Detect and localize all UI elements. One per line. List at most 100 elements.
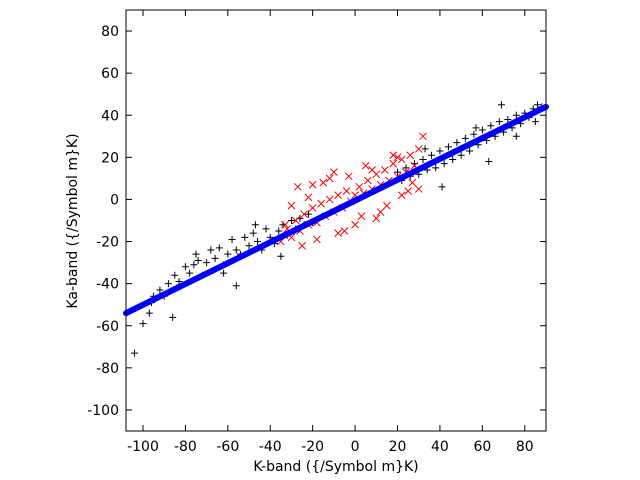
data-point-plus bbox=[228, 235, 236, 243]
data-point-plus bbox=[421, 145, 429, 153]
data-point-plus bbox=[466, 147, 474, 155]
data-point-plus bbox=[457, 151, 465, 159]
data-point-plus bbox=[470, 130, 478, 138]
data-point-cross bbox=[334, 229, 342, 237]
y-tick-label: 40 bbox=[101, 108, 119, 124]
data-point-plus bbox=[444, 143, 452, 151]
data-point-plus bbox=[394, 168, 402, 176]
data-point-plus bbox=[275, 227, 283, 235]
data-point-cross bbox=[397, 155, 406, 164]
data-point-cross bbox=[357, 212, 366, 221]
x-tick-label: -20 bbox=[301, 439, 324, 455]
x-tick-label: -40 bbox=[259, 439, 282, 455]
data-point-plus bbox=[495, 118, 503, 126]
y-axis-title: Ka-band ({/Symbol m}K) bbox=[65, 133, 81, 308]
y-tick-label: -100 bbox=[87, 403, 119, 419]
data-point-cross bbox=[317, 199, 326, 208]
y-tick-label: -40 bbox=[96, 277, 119, 293]
data-point-cross bbox=[330, 168, 338, 176]
data-point-plus bbox=[181, 263, 189, 271]
data-point-plus bbox=[487, 122, 495, 130]
data-point-cross bbox=[380, 166, 389, 174]
data-point-cross bbox=[389, 159, 398, 168]
data-point-plus bbox=[402, 164, 410, 172]
y-tick-label: -80 bbox=[96, 361, 119, 377]
data-point-plus bbox=[512, 111, 520, 119]
data-point-cross bbox=[361, 161, 370, 170]
x-tick-label: 20 bbox=[389, 439, 407, 455]
x-axis-title: K-band ({/Symbol m}K) bbox=[253, 459, 418, 475]
data-point-cross bbox=[342, 187, 351, 195]
y-tick-label: 80 bbox=[101, 24, 119, 40]
data-point-cross bbox=[319, 178, 328, 187]
data-point-plus bbox=[203, 259, 211, 267]
data-point-cross bbox=[397, 191, 406, 200]
plot-frame bbox=[125, 9, 547, 432]
data-point-plus bbox=[215, 244, 223, 252]
data-point-cross bbox=[404, 187, 412, 195]
data-point-plus bbox=[534, 101, 542, 109]
data-point-plus bbox=[432, 164, 440, 172]
x-tick-label: 0 bbox=[351, 439, 360, 455]
data-point-cross bbox=[419, 132, 427, 141]
data-point-plus bbox=[453, 139, 461, 147]
data-point-cross bbox=[298, 241, 306, 250]
data-point-cross bbox=[293, 182, 302, 191]
data-point-plus bbox=[186, 269, 194, 277]
data-point-cross bbox=[363, 176, 372, 185]
data-point-plus bbox=[438, 183, 446, 191]
data-point-plus bbox=[262, 225, 270, 233]
data-point-cross bbox=[291, 216, 300, 225]
marks-layer bbox=[123, 101, 549, 357]
x-tick-label: 60 bbox=[473, 439, 491, 455]
data-point-cross bbox=[383, 201, 391, 210]
y-axis: -100 -80 -60 -40 -20 0 20 40 60 80 bbox=[87, 24, 546, 419]
data-point-plus bbox=[145, 309, 153, 317]
data-point-plus bbox=[504, 115, 512, 123]
data-point-plus bbox=[449, 155, 457, 163]
data-point-plus bbox=[169, 313, 177, 321]
data-point-cross bbox=[281, 220, 289, 229]
data-point-plus bbox=[427, 151, 435, 159]
data-point-plus bbox=[192, 250, 200, 258]
y-tick-label: 0 bbox=[110, 192, 119, 208]
data-point-plus bbox=[485, 158, 493, 166]
data-point-plus bbox=[211, 254, 219, 262]
data-point-cross bbox=[393, 153, 402, 162]
plot-area-background bbox=[126, 10, 546, 431]
data-point-plus bbox=[224, 250, 232, 258]
y-tick-label: -20 bbox=[96, 235, 119, 251]
data-point-cross bbox=[414, 145, 423, 153]
data-point-cross bbox=[376, 208, 385, 216]
data-point-plus bbox=[164, 280, 172, 288]
data-point-plus bbox=[194, 256, 202, 264]
data-point-plus bbox=[531, 118, 539, 126]
data-point-plus bbox=[419, 155, 427, 163]
data-point-cross bbox=[372, 214, 381, 223]
data-point-plus bbox=[478, 126, 486, 134]
regression-line bbox=[123, 103, 549, 317]
data-point-cross bbox=[389, 151, 398, 160]
data-point-cross bbox=[325, 174, 334, 183]
data-point-cross bbox=[308, 180, 317, 189]
data-point-cross bbox=[334, 191, 342, 200]
data-point-plus bbox=[171, 271, 179, 279]
data-point-cross bbox=[308, 204, 317, 212]
data-point-cross bbox=[340, 227, 349, 235]
data-point-cross bbox=[304, 193, 313, 202]
data-point-plus bbox=[249, 229, 257, 237]
data-point-cross bbox=[344, 172, 353, 181]
data-point-plus bbox=[512, 132, 520, 140]
data-point-plus bbox=[251, 221, 259, 229]
data-point-cross bbox=[368, 166, 376, 174]
data-point-plus bbox=[245, 242, 253, 250]
x-tick-label: -100 bbox=[127, 439, 159, 455]
y-tick-label: 20 bbox=[101, 150, 119, 166]
data-point-plus bbox=[220, 269, 228, 277]
data-point-plus bbox=[287, 217, 295, 224]
data-point-plus bbox=[207, 246, 215, 254]
x-tick-label: -60 bbox=[216, 439, 239, 455]
data-point-plus bbox=[436, 147, 444, 155]
data-point-cross bbox=[313, 235, 321, 244]
